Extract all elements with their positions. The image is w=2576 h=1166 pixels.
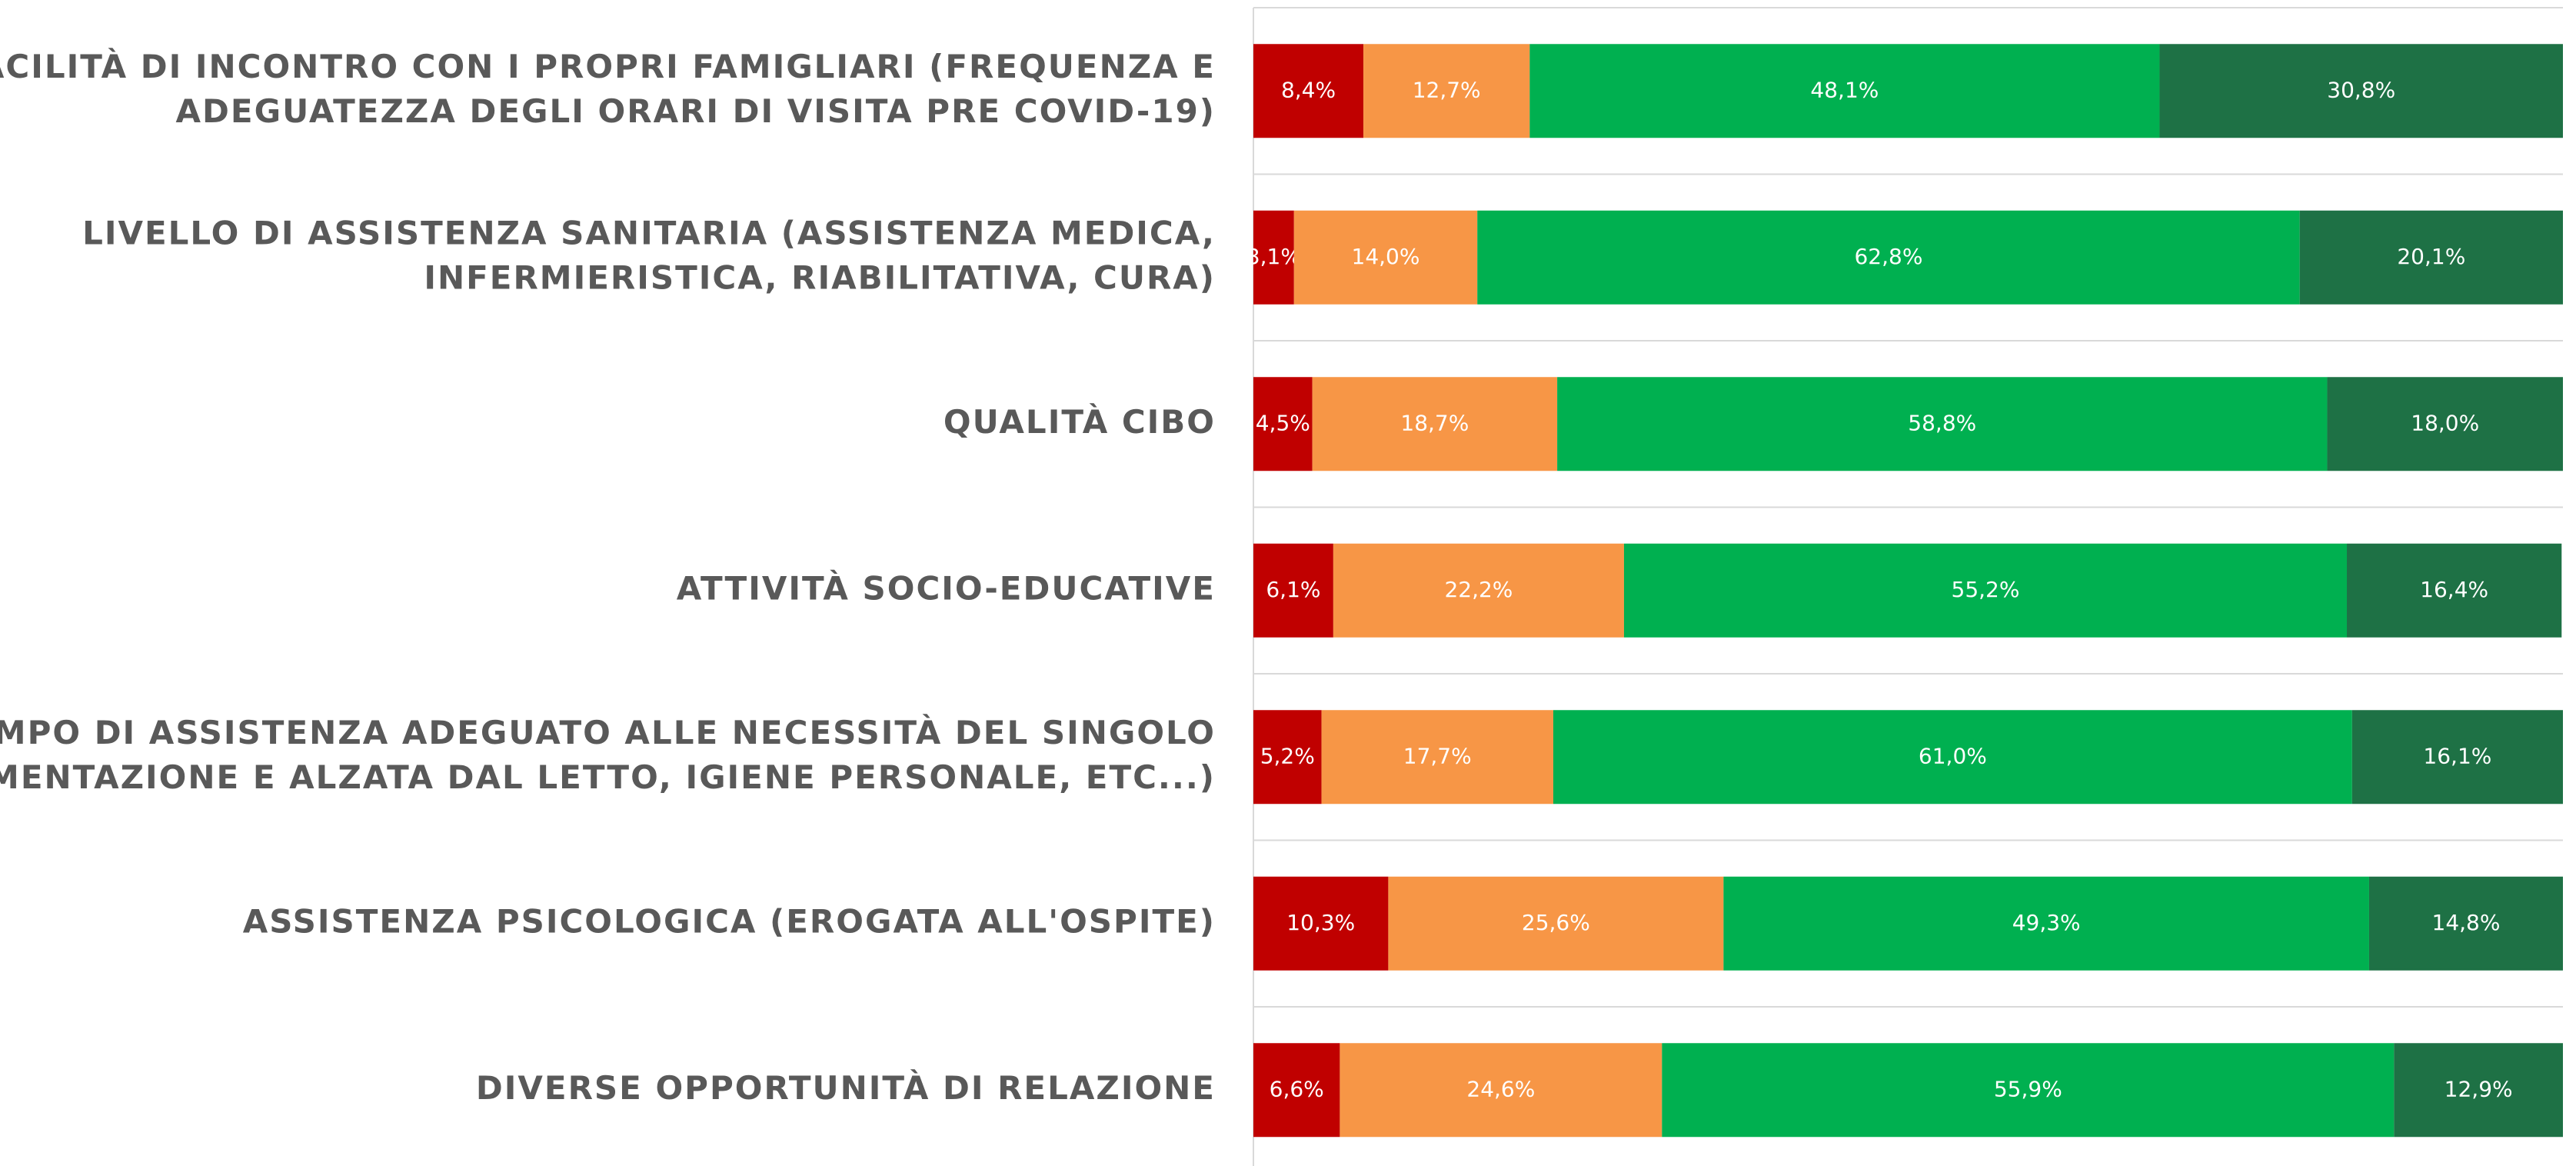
bar-segment [1253,44,1364,138]
bar-segment [1363,44,1530,138]
value-label: 6,6% [1270,1076,1324,1101]
value-label: 61,0% [1919,743,1987,768]
value-label: 20,1% [2397,244,2465,269]
value-label: 14,0% [1352,244,1420,269]
value-label: 18,0% [2411,410,2479,435]
value-label: 49,3% [2012,910,2081,935]
value-label: 10,3% [1286,910,1355,935]
value-label: 8,4% [1281,77,1336,102]
value-label: 55,2% [1952,577,2020,602]
category-label: ADEGUATEZZA DEGLI ORARI DI VISITA PRE CO… [176,92,1216,130]
value-label: 3,1% [1246,244,1301,269]
bar-segment [1253,876,1389,971]
category-label: ATTIVITÀ SOCIO-EDUCATIVE [677,568,1216,607]
bar-segment [1340,1043,1662,1138]
bar-segment [2368,876,2563,971]
bar-segment [2351,710,2563,805]
bar-segment [2159,44,2563,138]
category-label: LIVELLO DI ASSISTENZA SANITARIA (ASSISTE… [82,214,1216,252]
bar-segment [1553,710,2352,805]
bar-segment [1388,876,1724,971]
bar-segment [1529,44,2160,138]
bar-segment [1333,543,1624,638]
bar-segment [1253,543,1333,638]
category-label: QUALITÀ CIBO [944,402,1216,441]
bar-segment [1293,210,1478,305]
value-label: 6,1% [1266,577,1320,602]
category-label: ASSISTENZA PSICOLOGICA (EROGATA ALL'OSPI… [243,902,1216,940]
bar-segment [1253,710,1322,805]
category-label: FACILITÀ DI INCONTRO CON I PROPRI FAMIGL… [0,47,1216,85]
value-label: 48,1% [1810,77,1879,102]
bar-segment [1321,710,1553,805]
bar-segment [1253,377,1313,471]
category-label: INFERMIERISTICA, RIABILITATIVA, CURA) [424,258,1216,296]
bar-segment [1312,377,1558,471]
category-label: (MOVIMENTAZIONE E ALZATA DAL LETTO, IGIE… [0,758,1216,796]
value-label: 12,9% [2445,1076,2513,1101]
value-label: 58,8% [1908,410,1976,435]
bar-segment [2299,210,2563,305]
bar-segment [1477,210,2300,305]
bar-segment [2394,1043,2563,1138]
value-label: 12,7% [1413,77,1481,102]
value-label: 5,2% [1260,743,1315,768]
bar-segment [1557,377,2328,471]
bar-segment [1253,1043,1340,1138]
value-label: 24,6% [1466,1076,1535,1101]
value-label: 16,1% [2423,743,2491,768]
bar-segment [1253,210,1294,305]
value-label: 22,2% [1444,577,1513,602]
value-label: 17,7% [1403,743,1472,768]
category-label: TEMPO DI ASSISTENZA ADEGUATO ALLE NECESS… [0,713,1216,751]
value-label: 30,8% [2327,77,2395,102]
value-label: 55,9% [1994,1076,2062,1101]
category-label: DIVERSE OPPORTUNITÀ DI RELAZIONE [476,1068,1216,1107]
value-label: 18,7% [1400,410,1469,435]
bar-segment [1623,543,2348,638]
value-label: 14,8% [2432,910,2501,935]
bar-segment [1662,1043,2395,1138]
value-label: 4,5% [1256,410,1310,435]
value-label: 25,6% [1522,910,1590,935]
bar-segment [1723,876,2369,971]
bar-segment [2347,543,2562,638]
bar-segment [2327,377,2563,471]
value-label: 16,4% [2420,577,2488,602]
value-label: 62,8% [1854,244,1922,269]
